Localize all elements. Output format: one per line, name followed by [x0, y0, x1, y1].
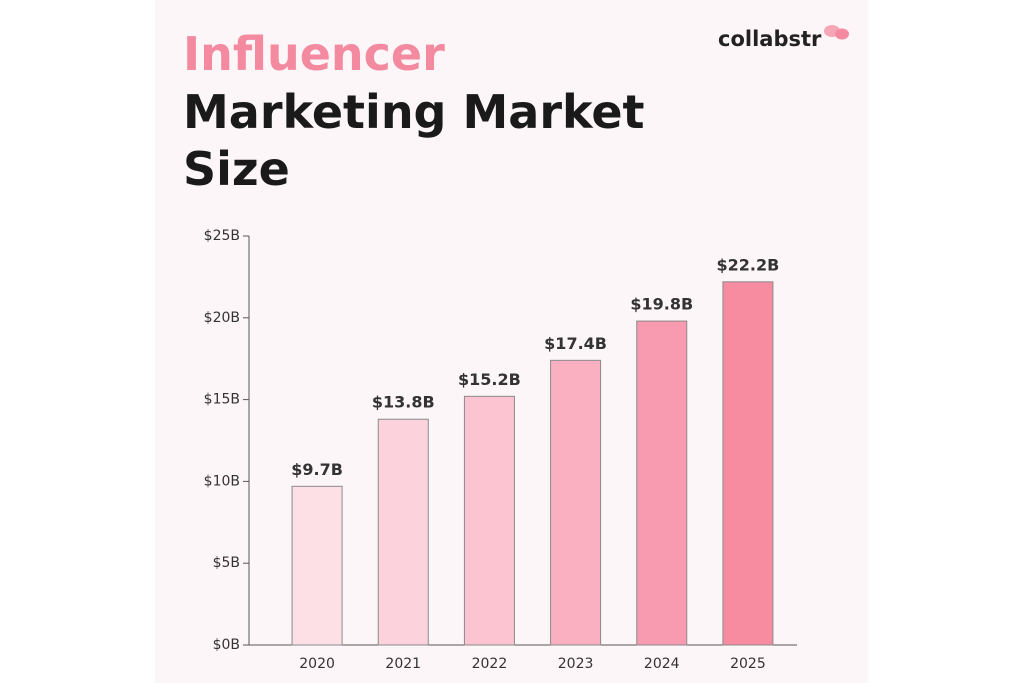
value-label: $22.2B: [717, 255, 780, 274]
y-tick-label: $25B: [204, 228, 240, 244]
bar: [463, 395, 515, 646]
brand-logo: collabstr: [718, 27, 822, 51]
x-tick-label: 2023: [558, 656, 594, 672]
logo-icon: [824, 25, 849, 40]
bar: [550, 359, 602, 646]
title-line: Size: [183, 142, 290, 196]
x-tick-label: 2024: [644, 656, 680, 672]
bar: [291, 485, 343, 646]
title-line: Influencer: [183, 27, 445, 81]
y-tick-label: $10B: [204, 473, 240, 489]
y-tick-label: $20B: [204, 310, 240, 326]
x-tick-label: 2021: [385, 656, 421, 672]
value-label: $19.8B: [630, 295, 693, 314]
value-label: $9.7B: [291, 460, 343, 479]
value-label: $13.8B: [372, 393, 435, 412]
title-line: Marketing Market: [183, 85, 645, 139]
value-label: $17.4B: [544, 334, 607, 353]
y-tick-label: $0B: [213, 637, 240, 653]
x-tick-label: 2020: [299, 656, 335, 672]
bar: [636, 320, 688, 646]
y-tick-label: $15B: [204, 392, 240, 408]
y-tick-label: $5B: [213, 555, 240, 571]
bar: [377, 418, 429, 646]
bar: [722, 281, 774, 646]
x-tick-label: 2025: [730, 656, 766, 672]
value-label: $15.2B: [458, 370, 521, 389]
x-tick-label: 2022: [472, 656, 508, 672]
